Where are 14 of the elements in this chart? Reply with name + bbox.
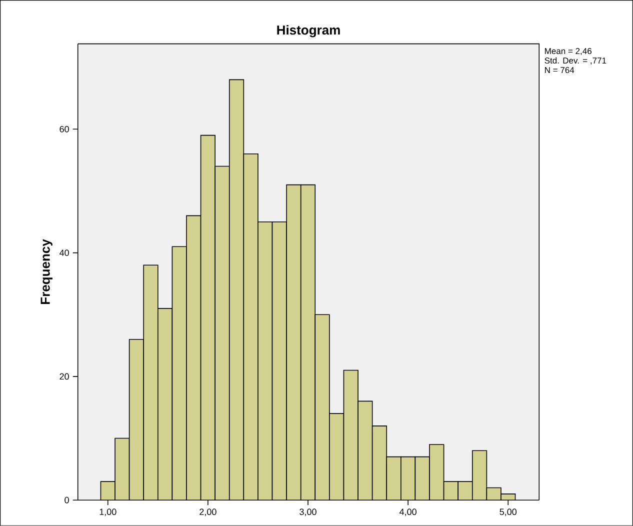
y-tick-label: 0 xyxy=(64,496,69,504)
x-tick-label: 3,00 xyxy=(300,508,316,516)
x-tick-label: 5,00 xyxy=(500,508,517,516)
text: Std. Dev. = ,771 xyxy=(544,57,606,65)
y-tick-label: 60 xyxy=(60,126,69,132)
text: Mean = 2,46 xyxy=(545,48,592,56)
x-tick-label: 4,00 xyxy=(400,508,416,516)
y-axis-title: Frequency xyxy=(40,239,52,304)
chart-title: Histogram xyxy=(277,25,340,38)
y-tick-label: 40 xyxy=(60,250,69,256)
x-tick-label: 2,00 xyxy=(200,508,216,516)
text: N = 764 xyxy=(545,67,574,74)
y-tick-label: 20 xyxy=(60,373,69,380)
x-tick-label: 1,00 xyxy=(100,508,116,516)
